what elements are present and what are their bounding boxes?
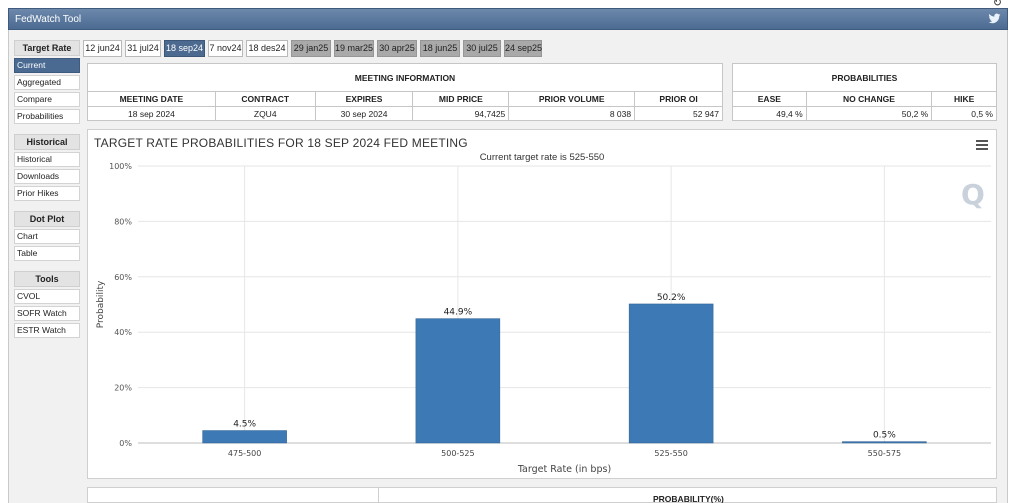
sidebar-item-downloads[interactable]: Downloads xyxy=(14,169,80,184)
hamburger-menu-icon[interactable] xyxy=(976,140,988,150)
y-tick-label: 80% xyxy=(114,217,132,226)
ease-value: 49,4 % xyxy=(732,106,807,121)
divider xyxy=(378,488,379,503)
tab-19-mar25[interactable]: 19 mar25 xyxy=(334,40,374,57)
col-mid-price: MID PRICE xyxy=(412,91,510,107)
col-contract: CONTRACT xyxy=(214,91,316,107)
sidebar-section-title: Target Rate xyxy=(14,40,80,56)
data-label: 0.5% xyxy=(873,431,896,441)
sidebar-item-compare[interactable]: Compare xyxy=(14,92,80,107)
tab-24-sep25[interactable]: 24 sep25 xyxy=(504,40,542,57)
prior-volume-value: 8 038 xyxy=(508,106,636,121)
col-prior-volume: PRIOR VOLUME xyxy=(508,91,636,107)
tab-31-jul24[interactable]: 31 jul24 xyxy=(125,40,161,57)
bottom-table-header: PROBABILITY(%) xyxy=(87,487,997,503)
x-tick-label: 550-575 xyxy=(868,449,901,458)
probabilities-table: PROBABILITIES EASE NO CHANGE HIKE 49,4 %… xyxy=(732,63,997,121)
y-tick-label: 40% xyxy=(114,328,132,337)
y-axis-title: Probability xyxy=(96,280,106,328)
mid-price-value: 94,7425 xyxy=(412,106,510,121)
twitter-icon[interactable] xyxy=(988,12,1001,25)
meeting-info-title: MEETING INFORMATION xyxy=(87,63,723,92)
cme-q-logo-icon: Q xyxy=(961,178,985,211)
sidebar-section-title: Tools xyxy=(14,271,80,287)
sidebar-section-title: Dot Plot xyxy=(14,211,80,227)
sidebar-item-estr-watch[interactable]: ESTR Watch xyxy=(14,323,80,338)
sidebar-section-target-rate: Target Rate Current Aggregated Compare P… xyxy=(14,40,80,124)
y-tick-label: 60% xyxy=(114,273,132,282)
tab-18-jun25[interactable]: 18 jun25 xyxy=(420,40,460,57)
bar-550-575 xyxy=(842,441,927,444)
tab-30-apr25[interactable]: 30 apr25 xyxy=(377,40,417,57)
sidebar-item-historical[interactable]: Historical xyxy=(14,152,80,167)
col-meeting-date: MEETING DATE xyxy=(87,91,216,107)
app-title-bar: FedWatch Tool xyxy=(8,8,1008,30)
sidebar-item-current[interactable]: Current xyxy=(14,58,80,73)
chart-panel: 0% 20% 40% 60% 80% 100% 4.5% 475-500 44.9% 500-52… xyxy=(87,129,997,479)
tab-29-jan25[interactable]: 29 jan25 xyxy=(291,40,331,57)
chart-title: TARGET RATE PROBABILITIES FOR 18 SEP 202… xyxy=(94,136,468,150)
chart-subtitle: Current target rate is 525-550 xyxy=(479,152,605,163)
x-tick-label: 500-525 xyxy=(441,449,474,458)
data-label: 44.9% xyxy=(444,308,473,318)
data-label: 4.5% xyxy=(233,420,256,430)
bar-525-550 xyxy=(628,303,714,444)
no-change-value: 50,2 % xyxy=(805,106,933,121)
x-axis-title: Target Rate (in bps) xyxy=(517,464,611,475)
refresh-icon[interactable]: ↻ xyxy=(992,0,1002,9)
sidebar-item-probabilities[interactable]: Probabilities xyxy=(14,109,80,124)
y-tick-label: 20% xyxy=(114,384,132,393)
tab-7-nov24[interactable]: 7 nov24 xyxy=(208,40,243,57)
tab-18-des24[interactable]: 18 des24 xyxy=(246,40,288,57)
hike-value: 0,5 % xyxy=(931,106,997,121)
app-title: FedWatch Tool xyxy=(15,14,82,25)
sidebar-section-historical: Historical Historical Downloads Prior Hi… xyxy=(14,134,80,201)
prior-oi-value: 52 947 xyxy=(634,106,723,121)
col-expires: EXPIRES xyxy=(314,91,414,107)
contract-value: ZQU4 xyxy=(214,106,316,121)
top-strip: ↻ xyxy=(0,0,1024,9)
tab-30-jul25[interactable]: 30 jul25 xyxy=(463,40,501,57)
probabilities-title: PROBABILITIES xyxy=(732,63,997,92)
sidebar-section-dot-plot: Dot Plot Chart Table xyxy=(14,211,80,261)
meeting-info-table: MEETING INFORMATION MEETING DATE CONTRAC… xyxy=(87,63,723,121)
col-ease: EASE xyxy=(732,91,807,107)
sidebar-item-table[interactable]: Table xyxy=(14,246,80,261)
expires-value: 30 sep 2024 xyxy=(314,106,414,121)
tab-12-jun24[interactable]: 12 jun24 xyxy=(83,40,122,57)
y-tick-label: 100% xyxy=(109,162,132,171)
sidebar-item-aggregated[interactable]: Aggregated xyxy=(14,75,80,90)
y-tick-label: 0% xyxy=(119,439,132,448)
sidebar-section-tools: Tools CVOL SOFR Watch ESTR Watch xyxy=(14,271,80,338)
probability-column-label: PROBABILITY(%) xyxy=(653,494,724,503)
x-tick-label: 525-550 xyxy=(654,449,687,458)
sidebar: Target Rate Current Aggregated Compare P… xyxy=(14,40,80,338)
bar-500-525 xyxy=(415,318,501,444)
sidebar-item-cvol[interactable]: CVOL xyxy=(14,289,80,304)
probability-bar-chart: 0% 20% 40% 60% 80% 100% 4.5% 475-500 44.9% 500-52… xyxy=(96,162,991,475)
sidebar-section-title: Historical xyxy=(14,134,80,150)
sidebar-item-prior-hikes[interactable]: Prior Hikes xyxy=(14,186,80,201)
x-tick-label: 475-500 xyxy=(228,449,261,458)
col-prior-oi: PRIOR OI xyxy=(634,91,723,107)
col-hike: HIKE xyxy=(931,91,997,107)
meeting-date-value: 18 sep 2024 xyxy=(87,106,216,121)
sidebar-item-sofr-watch[interactable]: SOFR Watch xyxy=(14,306,80,321)
sidebar-item-chart[interactable]: Chart xyxy=(14,229,80,244)
data-label: 50.2% xyxy=(657,293,686,303)
col-no-change: NO CHANGE xyxy=(805,91,933,107)
tab-18-sep24[interactable]: 18 sep24 xyxy=(164,40,205,57)
bar-475-500 xyxy=(202,430,287,444)
